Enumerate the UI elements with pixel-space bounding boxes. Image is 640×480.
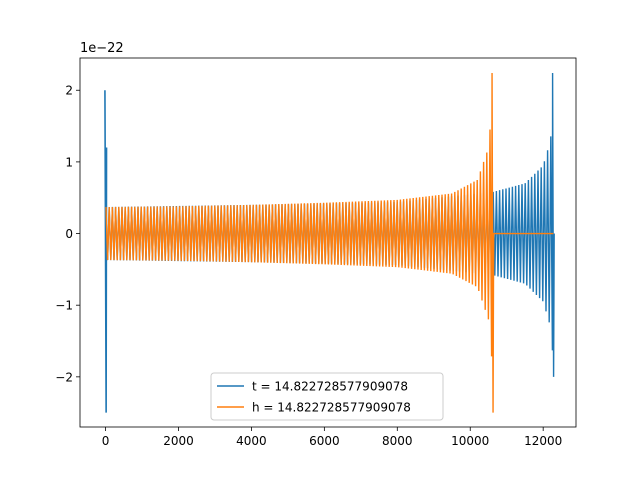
y-offset-label: 1e−22: [80, 41, 124, 56]
series-line-2: [105, 73, 554, 413]
legend-box: [210, 372, 444, 421]
y-tick-label: 2: [65, 84, 73, 98]
plot-area: [104, 73, 555, 413]
x-tick-label: 2000: [163, 434, 194, 448]
x-tick-label: 4000: [236, 434, 267, 448]
x-tick-label: 10000: [451, 434, 489, 448]
y-tick-label: −1: [55, 299, 73, 313]
legend-label-2: h = 14.822728577909078: [252, 401, 411, 415]
axes: 0 2000 4000 6000 8000 10000 12000 −2 −1 0 1 2: [55, 57, 577, 448]
y-tick-label: −2: [55, 370, 73, 384]
x-tick-label: 8000: [382, 434, 413, 448]
x-tick-label: 6000: [309, 434, 340, 448]
axes-frame: [79, 57, 577, 428]
legend-label-1: t = 14.822728577909078: [252, 380, 408, 394]
y-tick-label: 1: [65, 155, 73, 169]
x-tick-label: 0: [102, 434, 110, 448]
y-tick-label: 0: [65, 227, 73, 241]
x-tick-label: 12000: [524, 434, 562, 448]
legend: t = 14.822728577909078 h = 14.82272857790…: [210, 372, 444, 421]
